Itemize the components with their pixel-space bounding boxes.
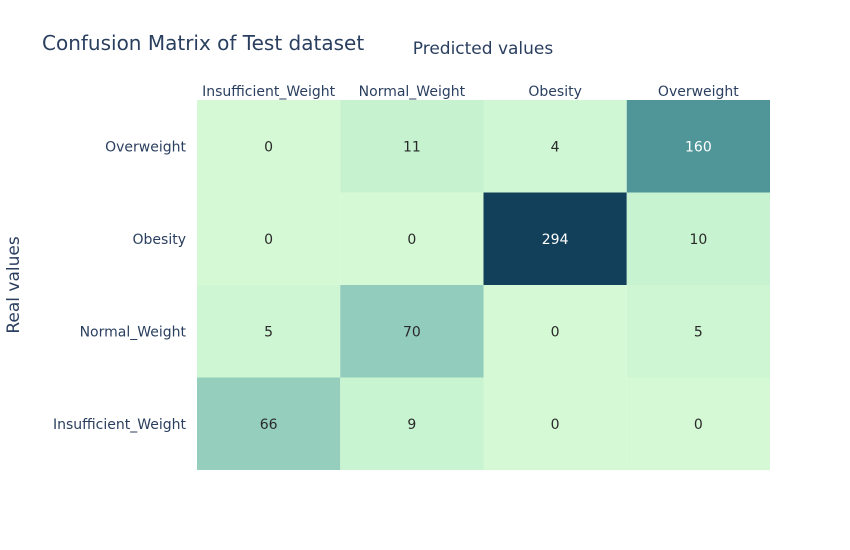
cell-value-label: 0: [264, 139, 273, 155]
cell-value-label: 5: [264, 324, 273, 340]
x-tick-label: Insufficient_Weight: [202, 84, 336, 100]
heatmap-cell: [340, 100, 484, 193]
heatmap-cell: [626, 192, 770, 285]
heatmap-cell: [197, 192, 341, 285]
cell-value-label: 5: [694, 324, 703, 340]
x-axis-ticks: Insufficient_Weight Normal_Weight Obesity O…: [202, 84, 739, 100]
cell-value-label: 0: [407, 232, 416, 248]
cell-value-label: 70: [403, 324, 421, 340]
y-tick-label: Overweight: [105, 139, 186, 155]
heatmap-cell: [197, 285, 341, 378]
heatmap-cell: [626, 377, 770, 470]
x-tick-label: Normal_Weight: [359, 84, 466, 100]
heatmap-cell: [197, 377, 341, 470]
y-axis-title: Real values: [4, 236, 24, 333]
cell-value-label: 0: [694, 417, 703, 433]
cell-value-label: 0: [264, 232, 273, 248]
cell-value-label: 160: [685, 139, 712, 155]
y-axis-ticks: Overweight Obesity Normal_Weight Insufficie…: [53, 139, 187, 433]
x-tick-label: Overweight: [658, 84, 739, 100]
cell-value-label: 0: [551, 417, 560, 433]
heatmap-cell: [197, 100, 341, 193]
heatmap-cell: [340, 192, 484, 285]
heatmap-cell: [340, 285, 484, 378]
cell-value-label: 0: [551, 324, 560, 340]
heatmap-cell: [483, 100, 627, 193]
heatmap-cell: [626, 285, 770, 378]
heatmap-cell: [340, 377, 484, 470]
x-tick-label: Obesity: [528, 84, 581, 100]
y-tick-label: Normal_Weight: [80, 324, 187, 340]
x-axis-title: Predicted values: [413, 39, 554, 59]
cell-value-label: 10: [689, 232, 707, 248]
y-tick-label: Insufficient_Weight: [53, 417, 187, 433]
heatmap-cell: [626, 100, 770, 193]
heatmap-cell: [483, 377, 627, 470]
heatmap-cell-labels: 0 11 4 160 0 0 294 10 5 70 0 5 66 9 0 0: [260, 139, 712, 433]
cell-value-label: 4: [551, 139, 560, 155]
cell-value-label: 9: [407, 417, 416, 433]
y-tick-label: Obesity: [133, 232, 186, 248]
cell-value-label: 294: [542, 232, 569, 248]
heatmap-cell: [483, 285, 627, 378]
heatmap-cell: [483, 192, 627, 285]
heatmap-cells: [197, 100, 770, 470]
chart-title: Confusion Matrix of Test dataset: [42, 31, 364, 55]
cell-value-label: 11: [403, 139, 421, 155]
cell-value-label: 66: [260, 417, 278, 433]
